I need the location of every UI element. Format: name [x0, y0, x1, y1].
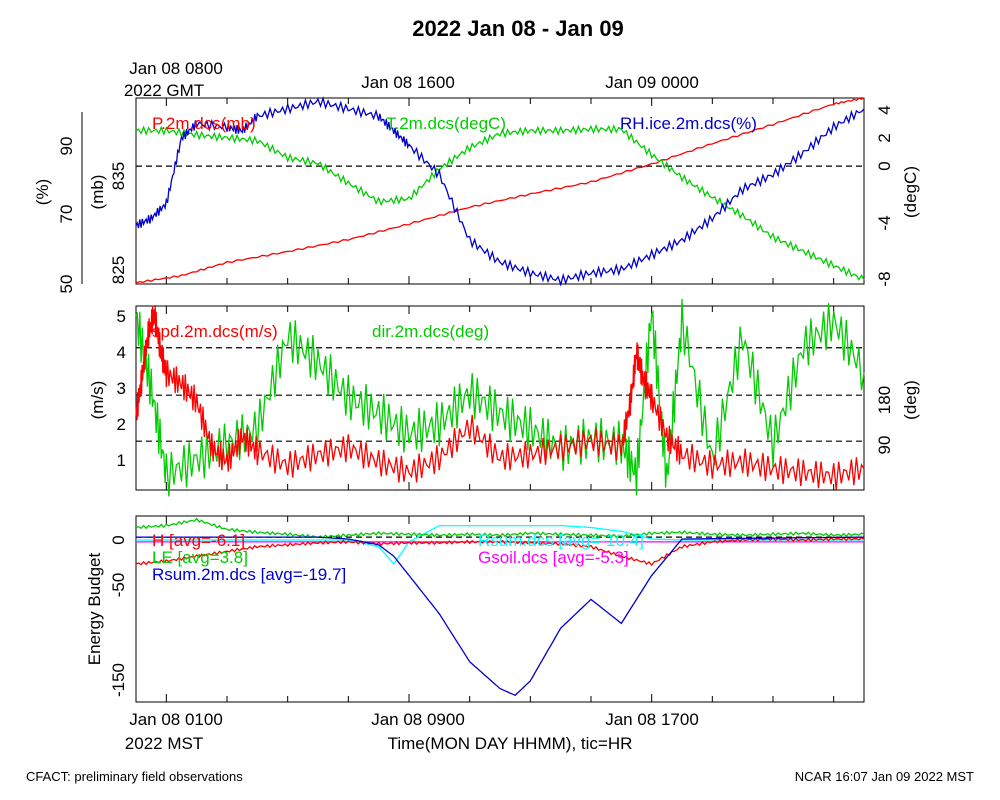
panel-1-frame	[135, 97, 865, 285]
panel-2-ticks	[165, 306, 835, 490]
t-tick-neg8: -8	[875, 271, 894, 286]
t-tick-2: 2	[875, 133, 894, 142]
spd-tick-3: 3	[117, 379, 126, 398]
series-line-t	[135, 123, 865, 281]
top-axis-start-line1: Jan 08 0800	[129, 59, 223, 78]
series-line-spd	[135, 305, 865, 490]
p-tick-835: 835	[109, 162, 128, 190]
series-line-p	[135, 97, 865, 284]
panel-2-series	[135, 298, 865, 497]
top-axis-label-2: Jan 09 0000	[605, 73, 699, 92]
panel-1-series	[135, 96, 865, 287]
spd-tick-4: 4	[117, 343, 126, 362]
spd-tick-5: 5	[117, 307, 126, 326]
t-tick-0: 0	[875, 161, 894, 170]
panel-1-ticks	[165, 98, 835, 284]
chart-title: 2022 Jan 08 - Jan 09	[412, 16, 624, 41]
rh-tick-70: 70	[57, 205, 76, 224]
series-line-rh	[135, 96, 865, 287]
legend-le: LE [avg=3.8]	[152, 548, 248, 567]
footer-right: NCAR 16:07 Jan 09 2022 MST	[795, 769, 974, 784]
top-axis-start-line2: 2022 GMT	[124, 81, 204, 100]
e-axis-label: Energy Budget	[85, 552, 104, 665]
legend-speed: spd.2m.dcs(m/s)	[152, 322, 278, 341]
legend-rsum-2m: Rsum.2m.dcs [avg=-19.7]	[152, 565, 346, 584]
spd-tick-2: 2	[117, 415, 126, 434]
rh-tick-90: 90	[57, 137, 76, 156]
bottom-tick-label-3: Jan 08 1700	[605, 710, 699, 729]
spd-axis-label: (m/s)	[88, 381, 107, 420]
series-line-rsum	[136, 524, 864, 565]
dir-axis-label: (deg)	[901, 380, 920, 420]
legend-pressure: P.2m.dcs(mb)	[152, 114, 256, 133]
panel-3-series	[135, 517, 865, 697]
footer-left: CFACT: preliminary field observations	[26, 769, 243, 784]
series-line-le	[135, 517, 865, 540]
legend-gsoil: Gsoil.dcs [avg=-5.3]	[478, 548, 629, 567]
p-tick-825: 825	[109, 256, 128, 284]
t-tick-neg4: -4	[875, 215, 894, 230]
bottom-tick-label-2: Jan 08 0900	[371, 710, 465, 729]
panel-3: -150 -50 0 Energy Budget H [avg=-6.1] LE…	[85, 515, 865, 703]
dir-tick-180: 180	[875, 386, 894, 414]
top-axis-label-1: Jan 08 1600	[361, 73, 455, 92]
bottom-year-label: 2022 MST	[125, 734, 203, 753]
legend-temperature: T.2m.dcs(degC)	[386, 114, 506, 133]
legend-direction: dir.2m.dcs(deg)	[372, 322, 489, 341]
t-axis-label: (degC)	[901, 166, 920, 218]
panel-2: 1 2 3 4 5 (m/s) 90 180 (deg) spd.2m.dcs(…	[88, 298, 920, 497]
series-line-dir	[135, 298, 865, 497]
series-line-rsum	[136, 536, 865, 697]
t-tick-4: 4	[875, 105, 894, 114]
panel-2-frame	[135, 305, 865, 491]
panel-1: 50 70 90 (%) 825 835 (mb) -8 -4 0 2 4 (d…	[33, 96, 920, 294]
e-tick-neg50: -50	[109, 573, 128, 598]
e-tick-neg150: -150	[109, 663, 128, 697]
p-axis-label: (mb)	[88, 175, 107, 210]
legend-rsum: Rsum.dcs [avg=-10.4]	[478, 531, 644, 550]
bottom-tick-label-1: Jan 08 0100	[129, 710, 223, 729]
panel-3-ticks	[165, 516, 835, 702]
rh-tick-50: 50	[57, 275, 76, 294]
legend-h: H [avg=-6.1]	[152, 531, 245, 550]
spd-tick-1: 1	[117, 451, 126, 470]
panel-3-frame	[135, 515, 865, 703]
rh-axis-label: (%)	[33, 179, 52, 205]
legend-rh: RH.ice.2m.dcs(%)	[620, 114, 757, 133]
e-tick-0: 0	[109, 535, 128, 544]
dir-tick-90: 90	[875, 436, 894, 455]
x-axis-label: Time(MON DAY HHMM), tic=HR	[388, 734, 633, 753]
